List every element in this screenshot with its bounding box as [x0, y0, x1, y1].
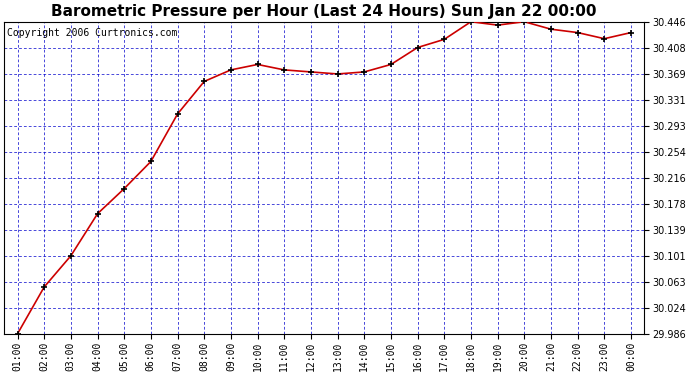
- Text: Copyright 2006 Curtronics.com: Copyright 2006 Curtronics.com: [8, 28, 178, 38]
- Title: Barometric Pressure per Hour (Last 24 Hours) Sun Jan 22 00:00: Barometric Pressure per Hour (Last 24 Ho…: [52, 4, 597, 19]
